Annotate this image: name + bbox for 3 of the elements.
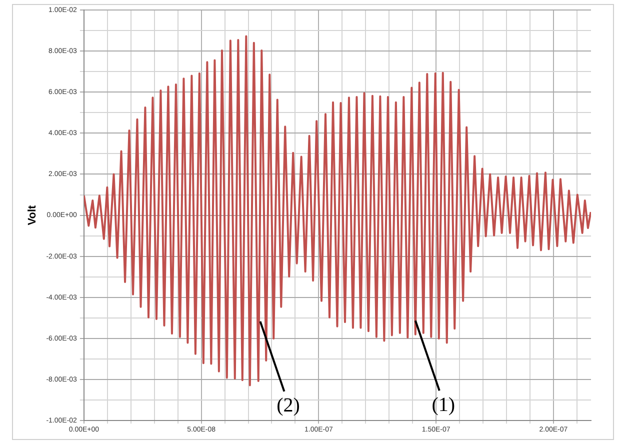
y-axis-title: Volt: [26, 204, 39, 226]
annotation: (2): [276, 394, 300, 417]
annotation: (1): [432, 394, 456, 416]
